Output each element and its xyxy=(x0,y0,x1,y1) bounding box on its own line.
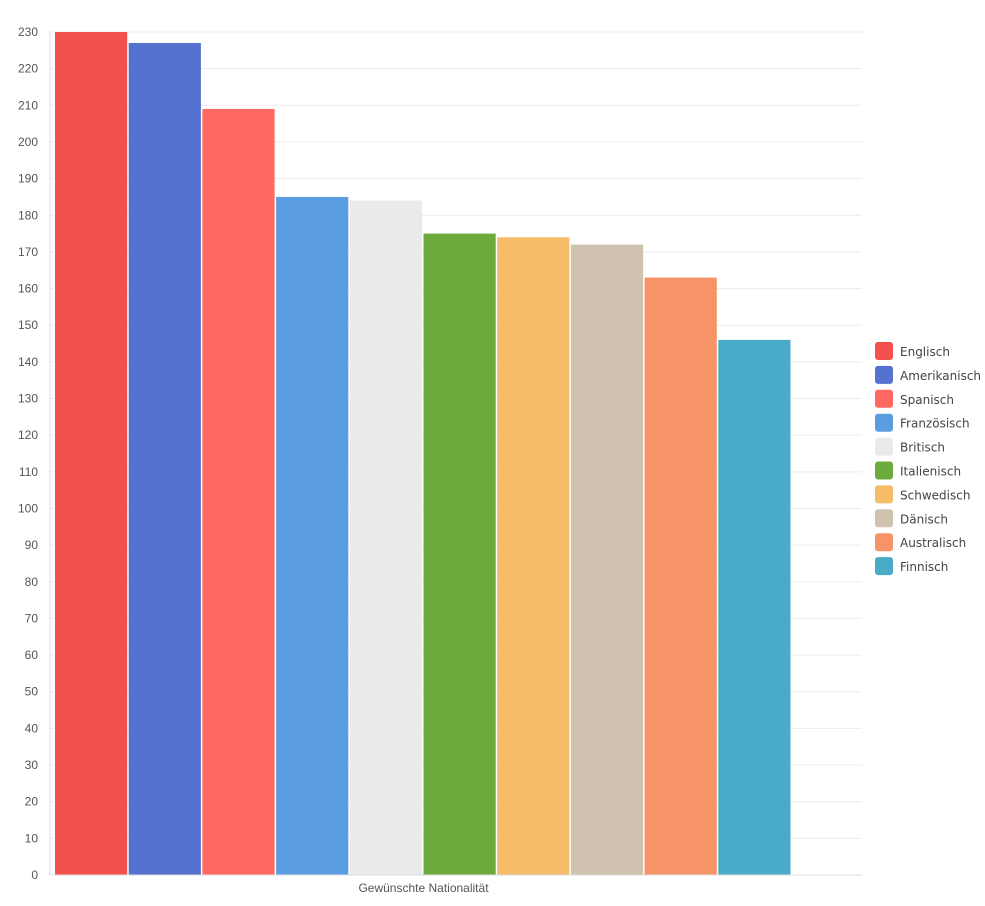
y-tick-label: 40 xyxy=(25,721,39,735)
y-tick-label: 20 xyxy=(25,795,39,809)
bar[interactable] xyxy=(276,196,349,875)
bar[interactable] xyxy=(497,237,570,875)
y-tick-label: 70 xyxy=(25,611,39,625)
y-tick-label: 180 xyxy=(18,208,38,222)
y-tick-label: 80 xyxy=(25,575,39,589)
y-tick-label: 60 xyxy=(25,648,39,662)
y-tick-label: 30 xyxy=(25,758,39,772)
y-tick-label: 50 xyxy=(25,685,39,699)
legend-swatch[interactable] xyxy=(875,342,893,360)
legend[interactable]: Englisch Amerikanisch Spanisch Französisch B… xyxy=(875,342,981,576)
legend-swatch[interactable] xyxy=(875,485,893,504)
legend-label[interactable]: Australisch xyxy=(900,536,966,550)
bar[interactable] xyxy=(644,277,717,875)
y-axis-tick-labels: 0 10 20 30 40 50 60 70 80 90 100 110 120 130 140 150 160… xyxy=(18,25,38,882)
y-tick-label: 190 xyxy=(18,172,38,186)
y-tick-label: 140 xyxy=(18,355,38,369)
bar[interactable] xyxy=(349,200,422,876)
legend-label[interactable]: Spanisch xyxy=(900,393,954,407)
legend-label[interactable]: Britisch xyxy=(900,441,945,455)
y-tick-label: 200 xyxy=(18,135,38,149)
y-tick-label: 220 xyxy=(18,62,38,76)
legend-label[interactable]: Französisch xyxy=(900,417,970,431)
x-axis-label: Gewünschte Nationalität xyxy=(358,881,489,895)
legend-label[interactable]: Finnisch xyxy=(900,560,948,574)
legend-swatch[interactable] xyxy=(875,557,893,576)
y-tick-label: 210 xyxy=(18,98,38,112)
y-tick-label: 10 xyxy=(25,831,39,845)
legend-swatch[interactable] xyxy=(875,437,893,456)
y-tick-label: 160 xyxy=(18,282,38,296)
legend-label[interactable]: Dänisch xyxy=(900,512,948,526)
bar[interactable] xyxy=(128,42,201,875)
y-tick-label: 230 xyxy=(18,25,38,39)
bar[interactable] xyxy=(423,233,496,875)
legend-label[interactable]: Italienisch xyxy=(900,465,961,479)
legend-label[interactable]: Amerikanisch xyxy=(900,369,981,383)
y-tick-label: 150 xyxy=(18,318,38,332)
bar[interactable] xyxy=(718,339,791,875)
y-tick-label: 0 xyxy=(31,868,38,882)
y-tick-label: 130 xyxy=(18,392,38,406)
bars xyxy=(55,32,791,876)
legend-swatch[interactable] xyxy=(875,533,893,552)
y-tick-label: 110 xyxy=(19,465,38,479)
legend-swatch[interactable] xyxy=(875,389,893,408)
legend-swatch[interactable] xyxy=(875,461,893,480)
y-tick-label: 170 xyxy=(18,245,38,259)
legend-label[interactable]: Schwedisch xyxy=(900,488,970,502)
axes xyxy=(49,32,862,876)
legend-label[interactable]: Englisch xyxy=(900,345,950,359)
bar[interactable] xyxy=(55,32,128,875)
legend-swatch[interactable] xyxy=(875,509,893,528)
bar[interactable] xyxy=(570,244,644,875)
legend-swatch[interactable] xyxy=(875,365,893,384)
legend-swatch[interactable] xyxy=(875,413,893,432)
y-tick-label: 120 xyxy=(18,428,38,442)
y-tick-label: 100 xyxy=(18,501,38,515)
y-tick-label: 90 xyxy=(25,538,39,552)
bar[interactable] xyxy=(202,108,275,876)
